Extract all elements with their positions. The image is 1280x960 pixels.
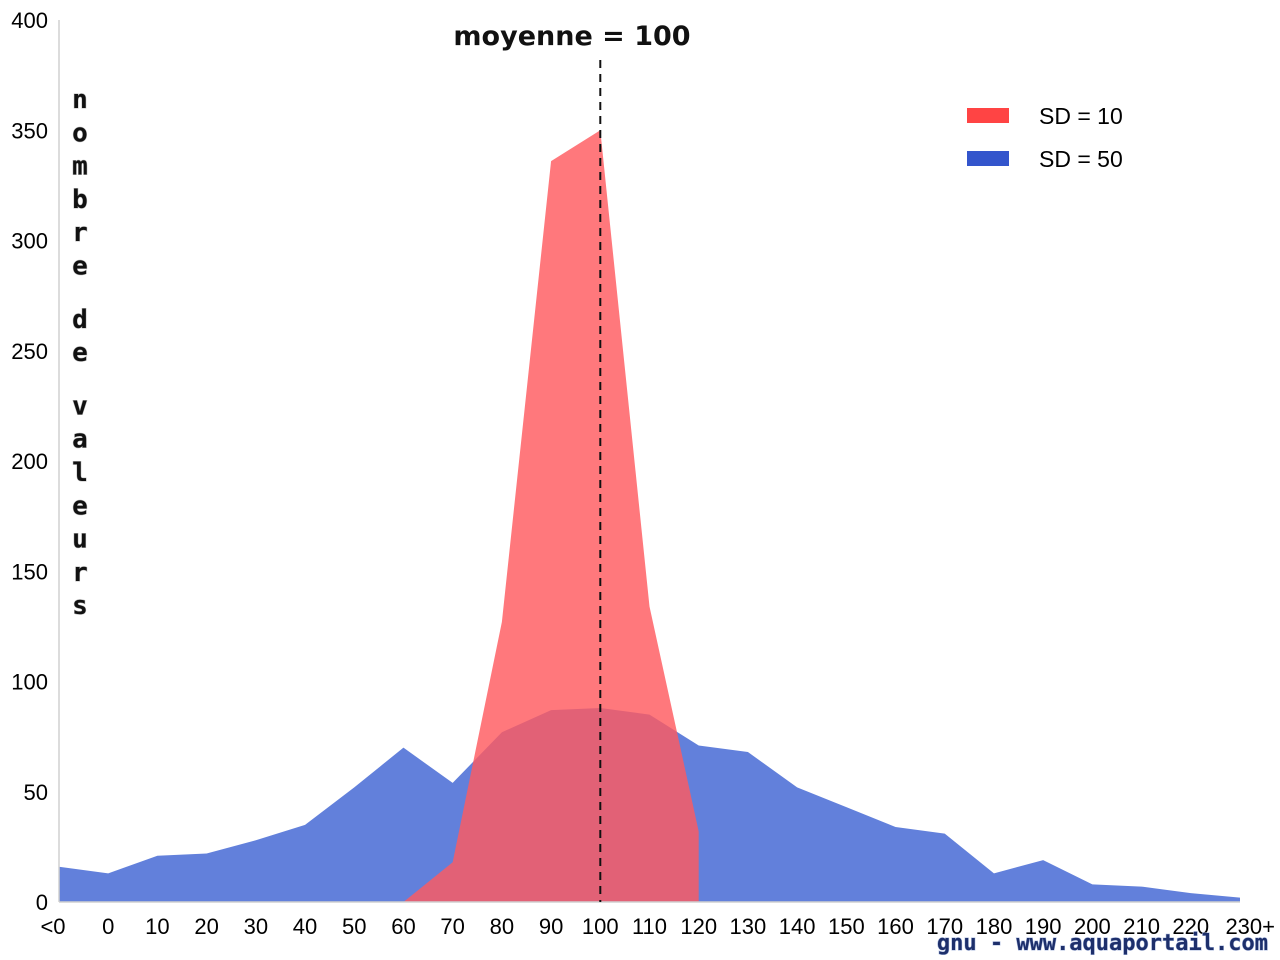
y-tick-label: 350 (11, 118, 48, 143)
x-tick-label: 100 (582, 914, 619, 939)
y-tick-label: 250 (11, 339, 48, 364)
x-tick-label: 90 (539, 914, 563, 939)
x-tick-label: 120 (680, 914, 717, 939)
y-tick-label: 50 (24, 780, 48, 805)
x-tick-label: 20 (194, 914, 218, 939)
y-axis-label-letter: r (72, 558, 88, 588)
y-axis-label-letter: e (72, 338, 88, 368)
mean-label: moyenne = 100 (453, 21, 690, 52)
x-tick-label: 60 (391, 914, 415, 939)
x-tick-label: 70 (440, 914, 464, 939)
y-tick-label: 200 (11, 449, 48, 474)
y-axis-label-letter: b (72, 185, 88, 215)
y-tick-label: 400 (11, 8, 48, 33)
x-tick-label: 210 (1123, 914, 1160, 939)
y-tick-label: 100 (11, 670, 48, 695)
x-tick-label: 110 (632, 914, 667, 939)
legend-swatch (967, 108, 1009, 123)
y-tick-label: 150 (11, 559, 48, 584)
y-axis-label-letter: e (72, 252, 88, 282)
x-tick-labels: <0 0 10 20 30 40 50 60 70 80 90 100 110 120 130 140 150 1… (40, 914, 1275, 939)
legend-label: SD = 50 (1039, 146, 1123, 172)
x-tick-label: 200 (1074, 914, 1111, 939)
x-tick-label: 80 (490, 914, 514, 939)
legend-label: SD = 10 (1039, 103, 1123, 129)
x-tick-label: 150 (828, 914, 865, 939)
x-tick-label: <0 (40, 914, 65, 939)
x-tick-label: 40 (293, 914, 317, 939)
y-tick-label: 300 (11, 229, 48, 254)
x-tick-label: 220 (1172, 914, 1209, 939)
x-tick-label: 180 (976, 914, 1013, 939)
watermark: gnu - www.aquaportail.com (937, 931, 1268, 956)
x-tick-label: 50 (342, 914, 366, 939)
mean-line-group: moyenne = 100 (453, 20, 691, 902)
x-tick-label: 230+ (1225, 914, 1275, 939)
x-tick-label: 160 (877, 914, 914, 939)
y-tick-label: 0 (36, 890, 48, 915)
x-tick-label: 10 (145, 914, 169, 939)
x-tick-label: 30 (244, 914, 268, 939)
legend: SD = 10 SD = 50 (967, 103, 1123, 172)
y-axis-label-letter: m (72, 152, 88, 182)
y-axis-label-letter: d (72, 305, 88, 335)
x-tick-label: 170 (926, 914, 963, 939)
y-axis-label-letter: e (72, 491, 88, 521)
y-axis-label-letter: n (72, 85, 88, 115)
y-axis-label-letter: u (72, 525, 88, 555)
x-tick-label: 130 (730, 914, 767, 939)
legend-swatch (967, 151, 1009, 166)
x-tick-label: 190 (1025, 914, 1062, 939)
y-axis-label-letter: o (72, 118, 88, 148)
x-tick-label: 0 (102, 914, 114, 939)
series-areas (59, 130, 1240, 902)
y-axis-label-letter: l (72, 458, 88, 488)
x-tick-label: 140 (779, 914, 816, 939)
y-tick-labels: 0 50 100 150 200 250 300 350 400 (11, 8, 48, 915)
y-axis-label-letter: a (72, 425, 88, 455)
series-area-sd10 (403, 130, 699, 902)
y-axis-label-letter: r (72, 218, 88, 248)
y-axis-label-letter: v (72, 391, 88, 421)
y-axis-label-letter: s (72, 591, 88, 621)
axes (58, 20, 1240, 903)
